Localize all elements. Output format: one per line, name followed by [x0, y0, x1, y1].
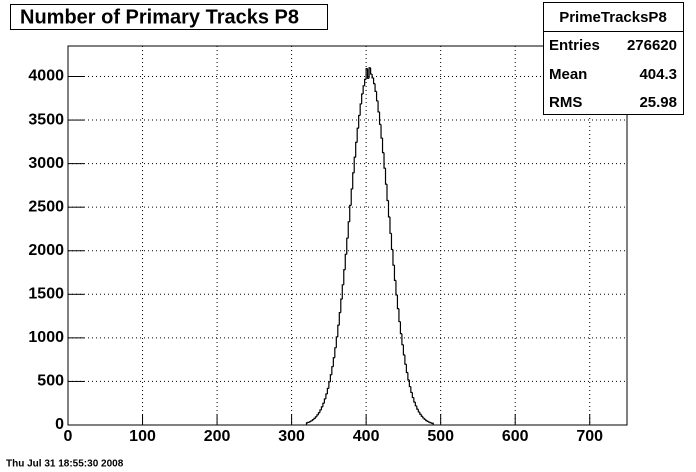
histogram-bin — [431, 422, 434, 425]
histogram-bin — [361, 93, 364, 105]
histogram-bin — [402, 344, 405, 356]
histogram-bin — [417, 409, 420, 413]
y-tick-label: 4000 — [28, 68, 64, 85]
x-tick-label: 700 — [576, 428, 603, 445]
histogram-bin — [308, 421, 311, 423]
histogram-bin — [367, 68, 370, 79]
histogram-bin — [334, 347, 337, 358]
chart-title: Number of Primary Tracks P8 — [20, 6, 299, 28]
histogram-bin — [326, 387, 329, 394]
x-tick-label: 500 — [427, 428, 454, 445]
stats-value: 25.98 — [639, 94, 677, 111]
histogram-bin — [341, 284, 344, 300]
stats-label: Entries — [549, 37, 600, 54]
y-tick-label: 1500 — [28, 286, 64, 303]
histogram-bin — [358, 114, 361, 129]
x-tick-label: 600 — [502, 428, 529, 445]
histogram-bin — [420, 414, 423, 417]
histogram-bin — [384, 168, 388, 185]
histogram-bin — [346, 237, 349, 255]
histogram-bin — [368, 67, 371, 79]
stats-title: PrimeTracksP8 — [559, 9, 667, 26]
histogram-bin — [390, 233, 393, 251]
x-tick-label: 200 — [204, 428, 231, 445]
y-tick-label: 2000 — [28, 242, 64, 259]
stats-frame — [543, 2, 684, 115]
histogram-bin — [362, 85, 365, 95]
stats-label: RMS — [549, 94, 582, 111]
plot-frame — [67, 45, 628, 426]
histogram-bin — [383, 152, 386, 169]
y-tick-label: 1000 — [28, 329, 64, 346]
histogram-bin — [307, 421, 310, 423]
histogram-bin — [310, 420, 313, 422]
title-box — [10, 4, 328, 30]
y-tick-label: 3000 — [28, 155, 64, 172]
stats-label: Mean — [549, 66, 587, 83]
histogram-bin — [428, 421, 431, 423]
y-tick-label: 2500 — [28, 198, 64, 215]
histogram-bin — [370, 67, 373, 75]
x-tick-label: 0 — [64, 428, 73, 445]
histogram-bin — [305, 422, 308, 425]
x-tick-label: 300 — [278, 428, 305, 445]
histogram-bin — [393, 265, 396, 281]
y-tick-label: 500 — [37, 373, 64, 390]
histogram-bin — [401, 333, 404, 346]
x-tick-label: 100 — [129, 428, 156, 445]
y-tick-label: 3500 — [28, 111, 64, 128]
histogram-bin — [429, 422, 432, 424]
timestamp: Thu Jul 31 18:55:30 2008 — [6, 459, 124, 470]
histogram-bin — [408, 379, 411, 388]
histogram-bin — [386, 184, 389, 202]
histogram-bin — [355, 141, 358, 158]
histogram-bin — [328, 381, 331, 389]
histogram-bin — [338, 312, 341, 326]
histogram-bin — [411, 392, 414, 399]
stats-value: 276620 — [627, 37, 677, 54]
histogram-bin — [396, 294, 399, 310]
histogram-bin — [320, 406, 323, 411]
x-tick-label: 400 — [353, 428, 380, 445]
y-tick-label: 0 — [55, 416, 64, 433]
stats-box: PrimeTracksP8 Entries 276620 Mean 404.3 … — [543, 2, 684, 115]
histogram-bin — [419, 411, 422, 415]
histogram-bin — [399, 321, 402, 335]
histogram-bin — [407, 372, 410, 381]
histogram-bin — [372, 77, 376, 85]
histogram-bin — [414, 401, 417, 407]
histogram-bin — [343, 269, 346, 285]
histogram-bin — [395, 280, 398, 296]
stats-value: 404.3 — [639, 66, 677, 83]
histogram-bin — [425, 419, 428, 422]
